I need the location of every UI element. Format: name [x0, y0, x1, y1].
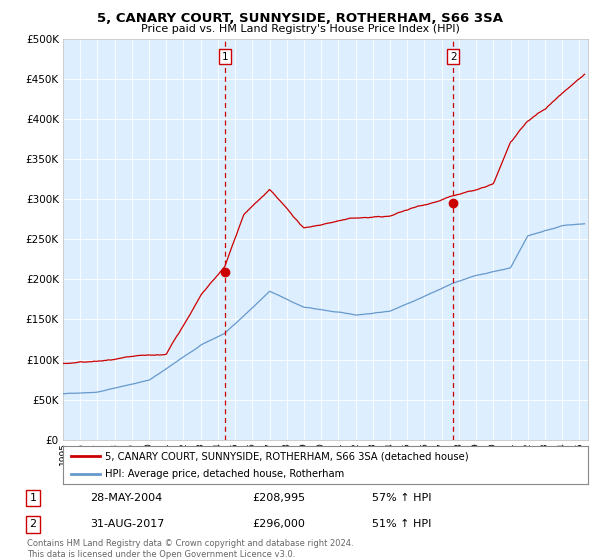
Text: 2: 2 — [450, 52, 457, 62]
Text: 57% ↑ HPI: 57% ↑ HPI — [372, 493, 431, 503]
Text: Contains HM Land Registry data © Crown copyright and database right 2024.
This d: Contains HM Land Registry data © Crown c… — [27, 539, 353, 559]
Text: 2: 2 — [29, 520, 37, 530]
Text: 28-MAY-2004: 28-MAY-2004 — [90, 493, 162, 503]
Text: 1: 1 — [221, 52, 228, 62]
Text: 5, CANARY COURT, SUNNYSIDE, ROTHERHAM, S66 3SA: 5, CANARY COURT, SUNNYSIDE, ROTHERHAM, S… — [97, 12, 503, 25]
Text: £208,995: £208,995 — [252, 493, 305, 503]
Text: HPI: Average price, detached house, Rotherham: HPI: Average price, detached house, Roth… — [105, 469, 344, 479]
Text: Price paid vs. HM Land Registry's House Price Index (HPI): Price paid vs. HM Land Registry's House … — [140, 24, 460, 34]
Text: 51% ↑ HPI: 51% ↑ HPI — [372, 520, 431, 530]
Text: 1: 1 — [29, 493, 37, 503]
Text: £296,000: £296,000 — [252, 520, 305, 530]
Text: 5, CANARY COURT, SUNNYSIDE, ROTHERHAM, S66 3SA (detached house): 5, CANARY COURT, SUNNYSIDE, ROTHERHAM, S… — [105, 451, 469, 461]
Text: 31-AUG-2017: 31-AUG-2017 — [90, 520, 164, 530]
